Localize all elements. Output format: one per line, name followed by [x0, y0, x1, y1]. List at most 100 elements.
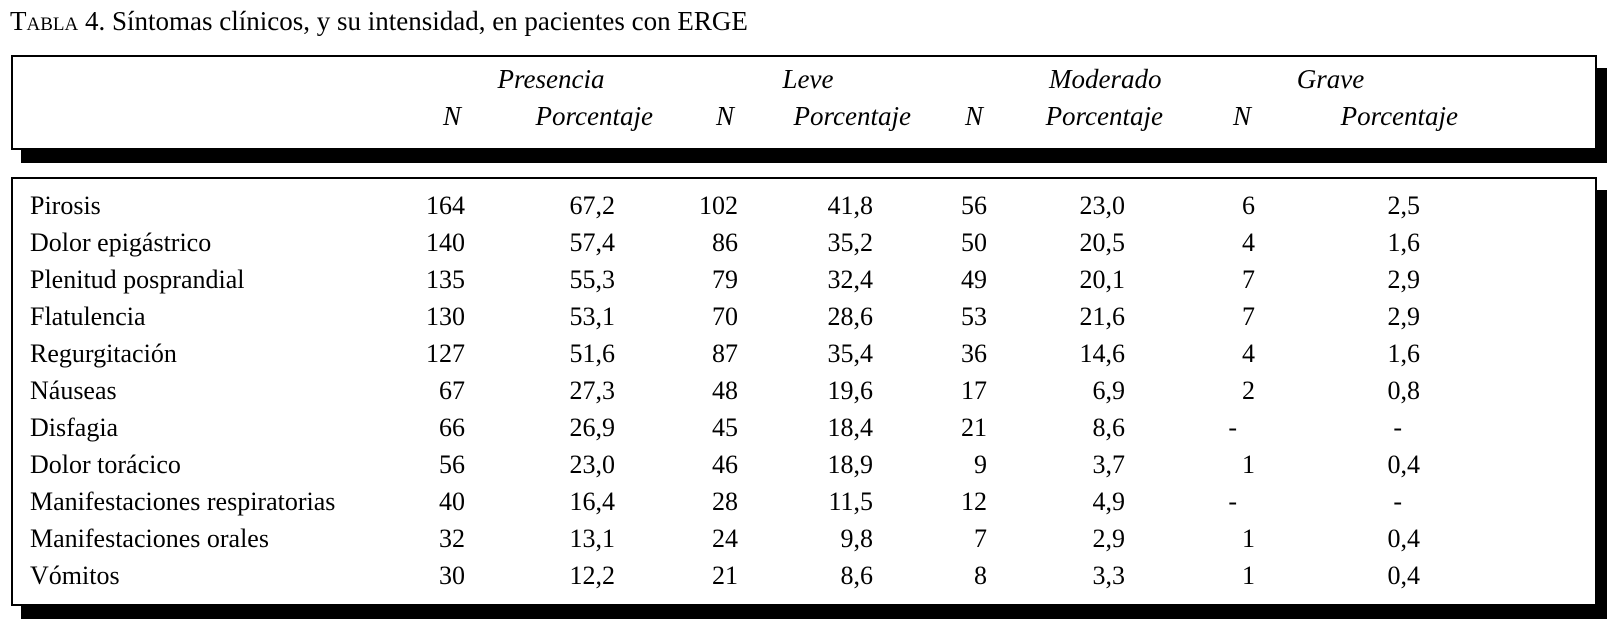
cell-value: 20,1: [1079, 264, 1126, 294]
cell-value: 7: [1242, 301, 1255, 331]
cell-value: 41,8: [827, 190, 874, 220]
table-row: Dolor epigástrico 140 57,4 86 35,2 50 20,5 4 1,6: [13, 224, 1420, 261]
cell-value: 67,2: [569, 190, 616, 220]
cell-value: -: [1228, 412, 1237, 442]
group-header-grave: Grave: [1296, 63, 1365, 94]
cell-value: 0,4: [1387, 449, 1421, 479]
cell-value: 53,1: [569, 301, 616, 331]
table-row: Vómitos 30 12,2 21 8,6 8 3,3 1 0,4: [13, 557, 1420, 594]
table-row: Náuseas 67 27,3 48 19,6 17 6,9 2 0,8: [13, 372, 1420, 409]
row-label: Dolor torácico: [30, 449, 181, 479]
cell-value: 36: [961, 338, 987, 368]
cell-value: 28,6: [827, 301, 874, 331]
cell-value: 20,5: [1079, 227, 1126, 257]
cell-value: 18,9: [827, 449, 874, 479]
cell-value: 4,9: [1092, 486, 1126, 516]
row-label: Vómitos: [30, 560, 120, 590]
group-header-moderado: Moderado: [1049, 63, 1162, 94]
cell-value: 2,9: [1092, 523, 1126, 553]
cell-value: 7: [1242, 264, 1255, 294]
cell-value: 57,4: [569, 227, 616, 257]
col-header-n: N: [964, 100, 983, 131]
symptoms-table: Pirosis 164 67,2 102 41,8 56 23,0 6 2,5 Dolor epi…: [13, 187, 1420, 594]
table-row: Plenitud posprandial 135 55,3 79 32,4 49 20,1 7…: [13, 261, 1420, 298]
table-row: Flatulencia 130 53,1 70 28,6 53 21,6 7 2,9: [13, 298, 1420, 335]
cell-value: 2,9: [1387, 301, 1421, 331]
cell-value: 32,4: [827, 264, 874, 294]
row-label: Pirosis: [30, 190, 101, 220]
cell-value: 21: [712, 560, 738, 590]
table-row: Manifestaciones orales 32 13,1 24 9,8 7 2,9 1 0,…: [13, 520, 1420, 557]
table-row: Pirosis 164 67,2 102 41,8 56 23,0 6 2,5: [13, 187, 1420, 224]
group-header-leve: Leve: [782, 63, 834, 94]
cell-value: 0,4: [1387, 523, 1421, 553]
cell-value: 53: [961, 301, 987, 331]
cell-value: 21,6: [1079, 301, 1126, 331]
col-header-n: N: [1233, 100, 1252, 131]
cell-value: 8,6: [1092, 412, 1126, 442]
cell-value: 45: [712, 412, 738, 442]
cell-value: 9,8: [840, 523, 874, 553]
cell-value: 1,6: [1387, 227, 1421, 257]
cell-value: 8,6: [840, 560, 874, 590]
cell-value: 56: [439, 449, 465, 479]
cell-value: 23,0: [1079, 190, 1126, 220]
cell-value: 27,3: [569, 375, 616, 405]
cell-value: 9: [974, 449, 987, 479]
cell-value: 14,6: [1079, 338, 1126, 368]
cell-value: 35,2: [827, 227, 874, 257]
cell-value: 6: [1242, 190, 1255, 220]
cell-value: 46: [712, 449, 738, 479]
cell-value: 56: [961, 190, 987, 220]
row-label: Disfagia: [30, 412, 119, 442]
cell-value: 1: [1242, 449, 1255, 479]
cell-value: 49: [961, 264, 987, 294]
cell-value: 11,5: [828, 486, 873, 516]
cell-value: 24: [712, 523, 738, 553]
cell-value: 32: [439, 523, 465, 553]
table-title-text: 4. Síntomas clínicos, y su intensidad, e…: [78, 6, 748, 36]
row-label: Regurgitación: [30, 338, 177, 368]
col-header-porcentaje: Porcentaje: [1045, 100, 1164, 131]
cell-value: 2,9: [1387, 264, 1421, 294]
corner-cell: [13, 61, 425, 97]
cell-value: 70: [712, 301, 738, 331]
cell-value: 66: [439, 412, 465, 442]
header-table: Presencia Leve Moderado Grave N Porcenta…: [13, 61, 1459, 135]
cell-value: 48: [712, 375, 738, 405]
row-label: Plenitud posprandial: [30, 264, 245, 294]
cell-value: 67: [439, 375, 465, 405]
cell-value: 26,9: [569, 412, 616, 442]
cell-value: 8: [974, 560, 987, 590]
cell-value: 50: [961, 227, 987, 257]
row-label: Flatulencia: [30, 301, 146, 331]
cell-value: 28: [712, 486, 738, 516]
col-header-porcentaje: Porcentaje: [535, 100, 653, 131]
cell-value: 4: [1242, 338, 1255, 368]
cell-value: 7: [974, 523, 987, 553]
cell-value: 140: [426, 227, 465, 257]
cell-value: 102: [699, 190, 738, 220]
cell-value: 30: [439, 560, 465, 590]
cell-value: 3,3: [1092, 560, 1126, 590]
cell-value: 1: [1242, 560, 1255, 590]
symptoms-table-body: Pirosis 164 67,2 102 41,8 56 23,0 6 2,5 Dolor epi…: [13, 187, 1420, 594]
row-label: Manifestaciones orales: [30, 523, 269, 553]
table-title-prefix: Tabla: [10, 6, 79, 36]
cell-value: 18,4: [827, 412, 874, 442]
cell-value: 12: [961, 486, 987, 516]
row-label: Dolor epigástrico: [30, 227, 212, 257]
cell-value: 1: [1242, 523, 1255, 553]
row-label: Náuseas: [30, 375, 117, 405]
corner-cell: [13, 97, 425, 135]
row-label: Manifestaciones respiratorias: [30, 486, 336, 516]
cell-value: -: [1393, 486, 1402, 516]
col-header-porcentaje: Porcentaje: [1340, 100, 1459, 131]
cell-value: 3,7: [1092, 449, 1126, 479]
cell-value: 55,3: [569, 264, 616, 294]
cell-value: 40: [439, 486, 465, 516]
table-row: Disfagia 66 26,9 45 18,4 21 8,6 - -: [13, 409, 1420, 446]
group-header-row: Presencia Leve Moderado Grave: [13, 61, 1420, 97]
cell-value: 35,4: [827, 338, 874, 368]
cell-value: 0,4: [1387, 560, 1421, 590]
